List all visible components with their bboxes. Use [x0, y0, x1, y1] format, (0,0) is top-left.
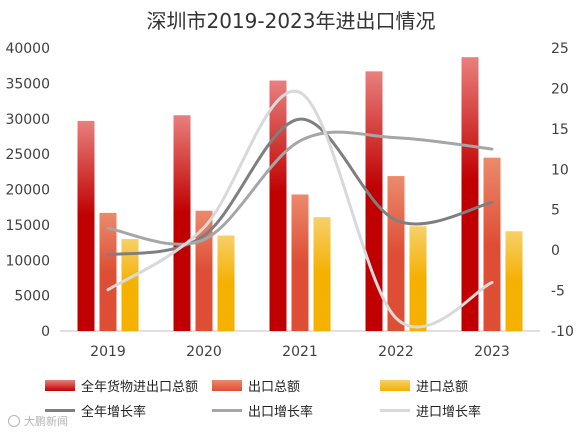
- legend-item-total: 全年货物进出口总额: [45, 376, 198, 395]
- legend-item-import-growth: 进口增长率: [380, 401, 481, 420]
- legend-label-total-growth: 全年增长率: [81, 405, 147, 420]
- y-right-tick-label: 25: [551, 41, 569, 57]
- y-left-tick-label: 10000: [5, 253, 50, 269]
- legend-item-total-growth: 全年增长率: [45, 401, 146, 420]
- bar-total: [77, 120, 95, 331]
- legend: 全年货物进出口总额 出口总额 进口总额 全年增长率 出口增长率 进口增长率: [0, 372, 583, 428]
- y-left-tick-label: 30000: [5, 112, 50, 128]
- chart-svg: 深圳市2019-2023年进出口情况 0 5000 10000 15000 20000 2…: [5, 9, 574, 360]
- legend-swatch-total: [45, 380, 75, 391]
- legend-label-total: 全年货物进出口总额: [81, 380, 199, 395]
- watermark: 大鹏新闻: [8, 413, 68, 429]
- bar-total: [173, 115, 191, 332]
- legend-label-import: 进口总额: [416, 380, 469, 395]
- bar-total: [269, 80, 287, 331]
- line-export-growth: [106, 130, 494, 246]
- legend-label-import-growth: 进口增长率: [416, 405, 482, 420]
- legend-label-export-growth: 出口增长率: [248, 405, 314, 420]
- x-tick-label: 2020: [186, 344, 222, 360]
- legend-swatch-export-growth: [212, 409, 242, 412]
- lines: [106, 89, 494, 329]
- x-tick-label: 2019: [90, 344, 126, 360]
- y-right-tick-label: -5: [551, 284, 565, 300]
- bar-import: [121, 239, 139, 331]
- bar-export: [483, 157, 501, 331]
- bar-import: [505, 231, 523, 331]
- bar-export: [387, 176, 405, 331]
- bar-total: [461, 57, 479, 331]
- y-left-tick-label: 15000: [5, 218, 50, 234]
- legend-swatch-total-growth: [45, 409, 75, 412]
- legend-item-export: 出口总额: [212, 376, 300, 395]
- legend-item-import: 进口总额: [380, 376, 468, 395]
- x-tick-label: 2021: [282, 344, 318, 360]
- x-ticks: 2019 2020 2021 2022 2023: [90, 344, 510, 360]
- chart-title: 深圳市2019-2023年进出口情况: [146, 9, 435, 33]
- bar-export: [99, 212, 117, 331]
- y-right-ticks: -10 -5 0 5 10 15 20 25: [551, 41, 574, 340]
- line-import-growth: [106, 89, 494, 329]
- watermark-text: 大鹏新闻: [24, 415, 68, 428]
- legend-label-export: 出口总额: [248, 380, 301, 395]
- y-right-tick-label: 0: [551, 243, 560, 259]
- x-tick-label: 2022: [378, 344, 414, 360]
- legend-swatch-import: [380, 380, 410, 391]
- y-left-tick-label: 25000: [5, 147, 50, 163]
- y-right-tick-label: 15: [551, 122, 569, 138]
- bars: [77, 57, 523, 332]
- watermark-icon: [8, 415, 20, 427]
- y-left-tick-label: 40000: [5, 41, 50, 57]
- bar-import: [313, 217, 331, 331]
- y-left-tick-label: 5000: [14, 289, 50, 305]
- y-right-tick-label: 5: [551, 203, 560, 219]
- y-right-tick-label: 20: [551, 81, 569, 97]
- legend-swatch-export: [212, 380, 242, 391]
- legend-item-export-growth: 出口增长率: [212, 401, 313, 420]
- y-left-tick-label: 35000: [5, 76, 50, 92]
- legend-swatch-import-growth: [380, 409, 410, 412]
- y-left-tick-label: 20000: [5, 183, 50, 199]
- x-tick-label: 2023: [474, 344, 510, 360]
- y-left-ticks: 0 5000 10000 15000 20000 25000 30000 35000 40000: [5, 41, 50, 340]
- bar-export: [291, 194, 309, 331]
- y-right-tick-label: -10: [551, 324, 574, 340]
- bar-import: [217, 235, 235, 331]
- y-left-tick-label: 0: [41, 324, 50, 340]
- bar-import: [409, 226, 427, 331]
- y-right-tick-label: 10: [551, 162, 569, 178]
